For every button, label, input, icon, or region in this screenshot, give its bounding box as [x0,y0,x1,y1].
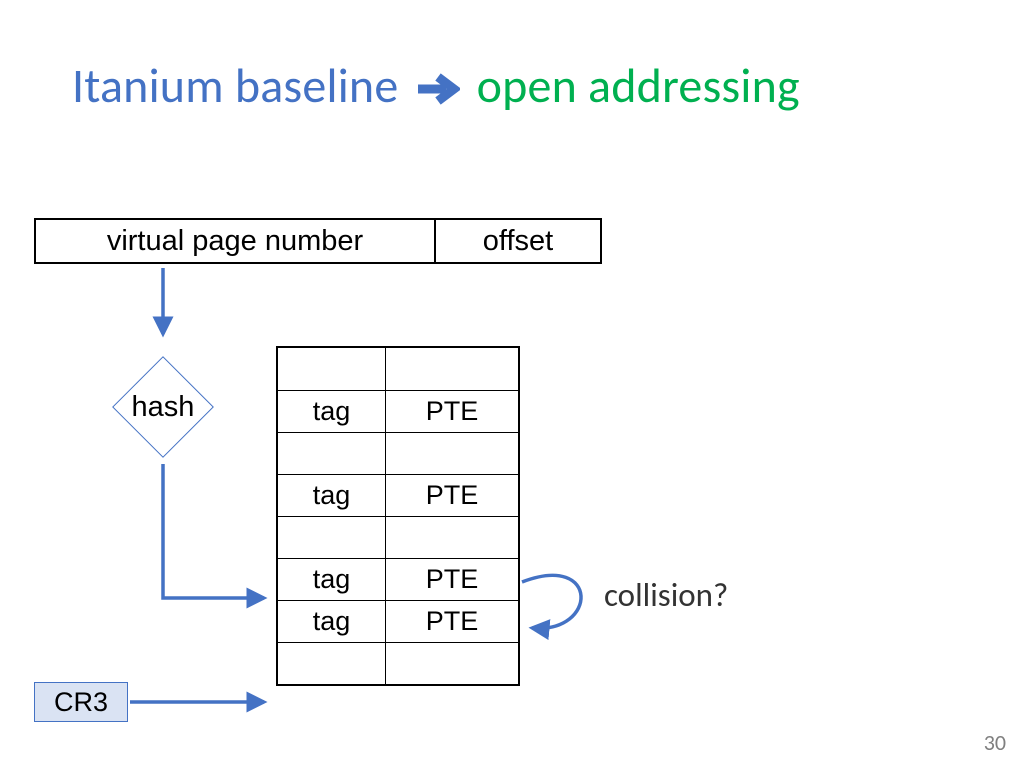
tag-cell [278,517,386,558]
pte-cell: PTE [386,391,518,432]
table-row: tag PTE [278,600,518,642]
tag-cell: tag [278,475,386,516]
tag-cell: tag [278,391,386,432]
slide-title: Itanium baseline open addressing [72,56,800,115]
title-part-1: Itanium baseline [72,56,398,115]
table-row: tag PTE [278,390,518,432]
table-row: tag PTE [278,558,518,600]
table-row [278,348,518,390]
page-table: tag PTE tag PTE tag PTE tag PTE [276,346,520,686]
tag-cell: tag [278,559,386,600]
table-row [278,516,518,558]
pte-cell: PTE [386,559,518,600]
pte-cell: PTE [386,601,518,642]
arrow-hash-to-table [163,464,264,598]
collision-label: collision? [604,575,728,615]
tag-cell [278,433,386,474]
tag-cell [278,643,386,684]
vpn-cell: virtual page number [36,220,436,262]
table-row [278,432,518,474]
page-number: 30 [984,729,1006,756]
tag-cell: tag [278,601,386,642]
arrow-right-icon [416,56,471,115]
cr3-register: CR3 [34,682,128,722]
title-part-2: open addressing [477,56,800,115]
hash-diamond: hash [113,357,213,457]
virtual-address-box: virtual page number offset [34,218,602,264]
pte-cell [386,643,518,684]
table-row: tag PTE [278,474,518,516]
tag-cell [278,348,386,390]
arrow-collision-loop [522,575,581,628]
table-row [278,642,518,684]
pte-cell [386,433,518,474]
offset-cell: offset [436,220,600,262]
hash-label: hash [132,391,195,424]
pte-cell [386,517,518,558]
pte-cell [386,348,518,390]
pte-cell: PTE [386,475,518,516]
